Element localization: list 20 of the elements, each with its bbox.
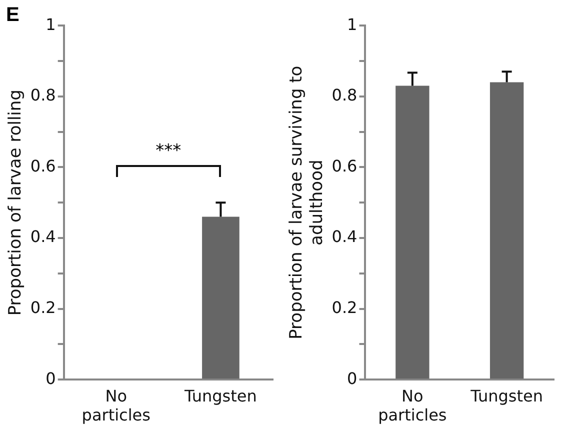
y-tick-label: 0.2 [332, 298, 358, 317]
y-tick-label: 0.4 [332, 227, 358, 246]
y-tick-label: 0.6 [332, 156, 358, 176]
x-tick-label: Tungsten [470, 386, 543, 406]
y-tick-label: 1 [46, 14, 56, 34]
y-tick-label: 0.6 [30, 156, 56, 176]
y-tick-label: 0.2 [30, 298, 56, 317]
x-tick-label: No particles [82, 386, 150, 425]
y-tick-label: 0 [46, 368, 56, 388]
x-tick-label: Tungsten [184, 386, 257, 406]
y-tick-label: 0.8 [332, 86, 358, 105]
chart-title: E [6, 4, 20, 27]
y-tick-label: 0 [347, 368, 358, 388]
y-tick-label: 0.4 [30, 227, 56, 246]
y-tick-label: 0.8 [30, 86, 56, 105]
y-axis-title: Proportion of larvae rolling [6, 90, 26, 316]
x-tick-label: No particles [378, 386, 447, 425]
y-axis-title: Proportion of larvae surviving to adulthood [286, 66, 328, 340]
y-tick-label: 1 [347, 14, 358, 34]
annotation: *** [156, 140, 182, 161]
